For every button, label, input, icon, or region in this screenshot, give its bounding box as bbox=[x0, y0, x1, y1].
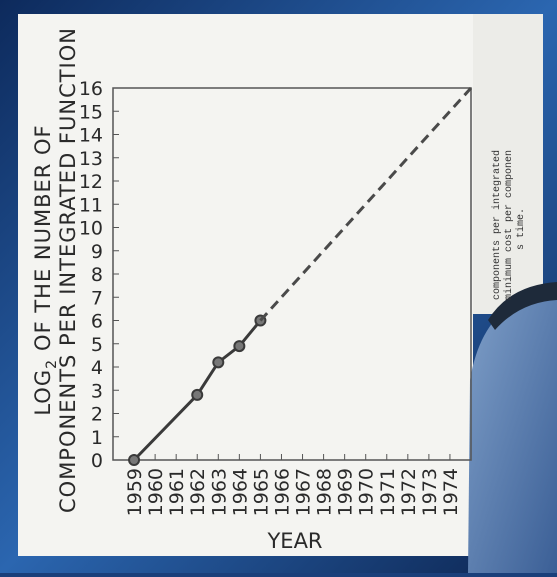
side-note: components per integrated bbox=[491, 150, 503, 300]
y-tick-label: 16 bbox=[79, 78, 103, 100]
x-tick-label: 1960 bbox=[145, 468, 167, 516]
x-tick-label: 1970 bbox=[356, 468, 378, 516]
y-tick-label: 6 bbox=[91, 311, 103, 333]
y-tick-label: 11 bbox=[79, 194, 103, 216]
y-tick-label: 14 bbox=[79, 125, 103, 147]
y-tick-label: 1 bbox=[91, 427, 103, 449]
y-tick-label: 8 bbox=[91, 264, 103, 286]
data-point bbox=[234, 341, 244, 351]
data-point bbox=[213, 357, 223, 367]
y-tick-label: 7 bbox=[91, 287, 103, 309]
y-label-rest: OF THE NUMBER OF bbox=[31, 124, 55, 351]
y-tick-label: 0 bbox=[91, 450, 103, 472]
y-tick-label: 4 bbox=[91, 357, 103, 379]
y-tick-label: 15 bbox=[79, 101, 103, 123]
data-point bbox=[129, 455, 139, 465]
x-tick-label: 1973 bbox=[419, 468, 441, 516]
y-tick-label: 12 bbox=[79, 171, 103, 193]
side-note: s time. bbox=[515, 208, 527, 250]
y-label-line2: COMPONENTS PER INTEGRATED FUNCTION bbox=[56, 27, 80, 513]
data-point bbox=[192, 390, 202, 400]
side-note: minimum cost per componen bbox=[503, 150, 515, 300]
x-tick-label: 1962 bbox=[187, 468, 209, 516]
y-tick-label: 3 bbox=[91, 380, 103, 402]
x-tick-label: 1969 bbox=[335, 468, 357, 516]
y-tick-label: 9 bbox=[91, 241, 103, 263]
x-tick-label: 1968 bbox=[314, 468, 336, 516]
x-tick-label: 1971 bbox=[377, 468, 399, 516]
x-tick-label: 1961 bbox=[166, 468, 188, 516]
y-tick-label: 13 bbox=[79, 148, 103, 170]
chart: LOG 2 OF THE NUMBER OF COMPONENTS PER INTE… bbox=[0, 0, 557, 573]
x-tick-label: 1967 bbox=[293, 468, 315, 516]
x-tick-label: 1964 bbox=[229, 468, 251, 516]
y-tick-label: 2 bbox=[91, 404, 103, 426]
x-tick-label: 1972 bbox=[398, 468, 420, 516]
x-tick-label: 1966 bbox=[271, 468, 293, 516]
y-tick-label: 5 bbox=[91, 334, 103, 356]
x-tick-label: 1965 bbox=[250, 468, 272, 516]
y-tick-label: 10 bbox=[79, 218, 103, 240]
x-label: YEAR bbox=[266, 529, 322, 553]
x-tick-label: 1959 bbox=[124, 468, 146, 516]
y-label-base: LOG bbox=[31, 369, 55, 416]
x-tick-label: 1974 bbox=[440, 468, 462, 516]
x-tick-label: 1963 bbox=[208, 468, 230, 516]
